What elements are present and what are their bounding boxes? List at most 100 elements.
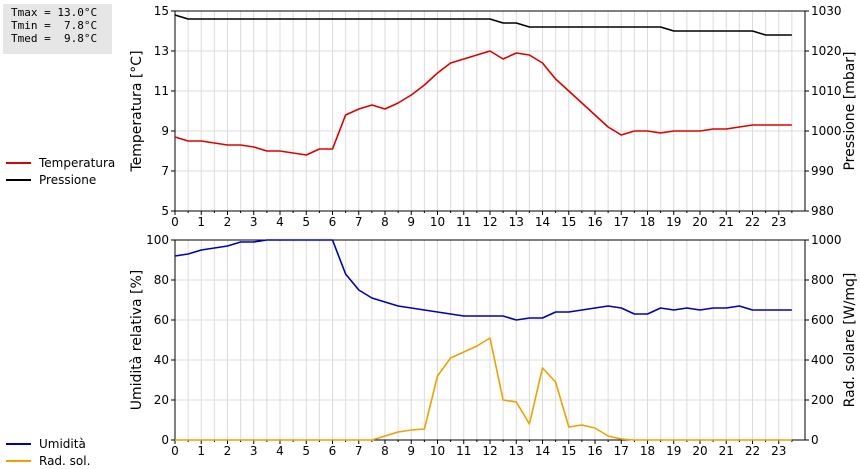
series-line-umidit- [174,239,792,321]
legend-swatch [6,178,31,181]
x-tick-label: 9 [407,444,415,458]
x-tick-label: 16 [587,444,602,458]
y-axis-label-left: Umidità relativa [%] [129,270,145,411]
legend-item: Pressione [6,171,115,188]
y-tick-label-right: 200 [811,393,834,407]
x-tick-label: 2 [224,215,232,229]
x-tick-label: 7 [355,444,363,458]
y-tick-label-left: 0 [161,433,169,447]
x-tick-label: 6 [329,444,337,458]
x-tick-label: 1 [197,444,205,458]
y-tick-label-right: 0 [811,433,819,447]
stat-tmed: Tmed = 9.8°C [11,32,98,45]
y-tick-label-right: 990 [811,164,834,178]
x-tick-label: 5 [302,444,310,458]
legend-top: Temperatura Pressione [6,154,115,188]
x-tick-label: 15 [561,444,576,458]
y-tick-label-right: 1010 [811,84,842,98]
x-tick-label: 18 [640,444,655,458]
y-tick-label-left: 100 [146,233,169,247]
x-tick-label: 9 [407,215,415,229]
x-tick-label: 5 [302,215,310,229]
x-tick-label: 4 [276,444,284,458]
legend-swatch [6,161,31,164]
y-tick-label-right: 1020 [811,44,842,58]
y-axis-label-right: Pressione [mbar] [842,51,858,170]
y-axis-label-left: Temperatura [°C] [129,50,145,172]
y-tick-label-left: 13 [154,44,169,58]
x-tick-label: 8 [381,444,389,458]
x-tick-label: 19 [666,444,681,458]
y-tick-label-left: 7 [161,164,169,178]
x-tick-label: 1 [197,215,205,229]
x-tick-label: 13 [509,444,524,458]
x-tick-label: 7 [355,215,363,229]
plot-frame [174,10,806,212]
x-tick-label: 0 [171,444,179,458]
x-tick-label: 12 [482,215,497,229]
y-tick-label-left: 80 [154,273,169,287]
legend-swatch [6,442,31,445]
x-tick-label: 12 [482,444,497,458]
y-tick-label-right: 1030 [811,4,842,18]
x-tick-label: 6 [329,215,337,229]
y-tick-label-right: 1000 [811,233,842,247]
x-tick-label: 3 [250,444,258,458]
x-tick-label: 8 [381,215,389,229]
x-tick-label: 21 [719,215,734,229]
x-tick-label: 2 [224,444,232,458]
legend-item: Rad. sol. [6,452,90,469]
y-tick-label-left: 5 [161,204,169,218]
x-tick-label: 17 [614,444,629,458]
y-tick-label-left: 40 [154,353,169,367]
legend-item: Temperatura [6,154,115,171]
x-tick-label: 23 [771,215,786,229]
x-tick-label: 20 [692,215,707,229]
y-tick-label-left: 20 [154,393,169,407]
y-tick-label-left: 11 [154,84,169,98]
y-tick-label-left: 15 [154,4,169,18]
y-tick-label-left: 60 [154,313,169,327]
x-tick-label: 20 [692,444,707,458]
x-tick-label: 10 [430,444,445,458]
y-tick-label-right: 400 [811,353,834,367]
x-tick-label: 3 [250,215,258,229]
y-tick-label-right: 1000 [811,124,842,138]
x-tick-label: 15 [561,215,576,229]
y-tick-label-right: 600 [811,313,834,327]
legend-item: Umidità [6,435,90,452]
x-tick-label: 22 [745,215,760,229]
plot-frame [174,239,806,441]
x-tick-label: 10 [430,215,445,229]
x-tick-label: 19 [666,215,681,229]
x-tick-label: 16 [587,215,602,229]
x-tick-label: 11 [456,444,471,458]
y-axis-label-right: Rad. solare [W/mq] [842,273,858,408]
legend-label: Pressione [39,172,97,187]
x-tick-label: 18 [640,215,655,229]
y-tick-label-right: 800 [811,273,834,287]
stats-box: Tmax = 13.0°C Tmin = 7.8°C Tmed = 9.8°C [3,4,112,54]
stat-tmax: Tmax = 13.0°C [11,6,98,19]
x-tick-label: 23 [771,444,786,458]
x-tick-label: 17 [614,215,629,229]
x-tick-label: 4 [276,215,284,229]
legend-bottom: Umidità Rad. sol. [6,435,90,469]
legend-label: Rad. sol. [39,453,91,468]
x-tick-label: 11 [456,215,471,229]
y-tick-label-right: 980 [811,204,834,218]
x-tick-label: 0 [171,215,179,229]
legend-label: Temperatura [39,155,116,170]
x-tick-label: 22 [745,444,760,458]
x-tick-label: 14 [535,444,550,458]
x-tick-label: 13 [509,215,524,229]
series-line-temperatura [174,50,792,156]
stat-tmin: Tmin = 7.8°C [11,19,98,32]
series-line-rad-sol- [175,337,792,441]
series-line-pressione [174,14,792,36]
x-tick-label: 14 [535,215,550,229]
y-tick-label-left: 9 [161,124,169,138]
x-tick-label: 21 [719,444,734,458]
legend-label: Umidità [39,436,86,451]
